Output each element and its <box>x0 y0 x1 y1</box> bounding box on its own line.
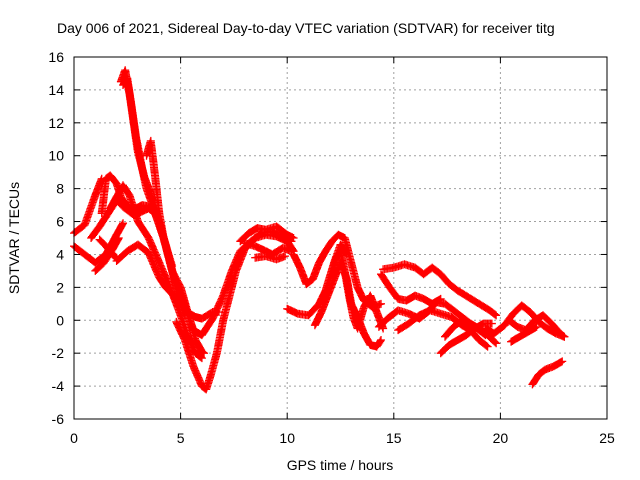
x-tick-label: 25 <box>599 430 615 446</box>
axes: 0 5 10 15 20 25 -6 -4 -2 0 2 4 6 8 10 12 14 16 <box>48 49 615 446</box>
series-track-j <box>112 240 177 298</box>
x-axis-label: GPS time / hours <box>287 457 394 473</box>
y-tick-label: 8 <box>56 181 64 197</box>
x-tick-label: 5 <box>177 430 185 446</box>
marker-trace <box>236 222 298 246</box>
x-tick-label: 10 <box>279 430 295 446</box>
y-tick-label: -2 <box>52 345 65 361</box>
y-tick-label: 14 <box>48 82 64 98</box>
series-track-t <box>325 247 388 333</box>
chart-title: Day 006 of 2021, Sidereal Day-to-day VTE… <box>57 20 555 36</box>
y-tick-label: -6 <box>52 411 65 427</box>
y-tick-label: 6 <box>56 214 64 230</box>
y-axis-label: SDTVAR / TECUs <box>6 182 22 294</box>
y-tick-label: 16 <box>48 49 64 65</box>
series-track-p <box>251 252 290 264</box>
x-tick-label: 15 <box>386 430 402 446</box>
y-tick-label: 4 <box>56 246 64 262</box>
y-tick-label: 10 <box>48 148 64 164</box>
plot-frame <box>73 56 608 420</box>
marker-trace <box>528 357 567 389</box>
marker-trace <box>112 240 177 298</box>
marker-trace <box>379 260 501 320</box>
marker-trace <box>95 235 121 262</box>
series-track-z <box>441 316 501 348</box>
data-markers <box>70 66 569 394</box>
x-tick-label: 20 <box>493 430 509 446</box>
y-tick-label: 2 <box>56 279 64 295</box>
series-track-ab <box>504 311 569 341</box>
series-track-ac <box>507 322 541 346</box>
marker-trace <box>441 316 501 348</box>
marker-trace <box>504 311 569 341</box>
marker-trace <box>251 252 290 264</box>
y-tick-label: 12 <box>48 115 64 131</box>
y-tick-label: 0 <box>56 312 64 328</box>
marker-trace <box>507 322 541 346</box>
series-track-v <box>379 260 501 320</box>
marker-trace <box>325 247 388 333</box>
x-tick-label: 0 <box>70 430 78 446</box>
series-track-ad <box>528 357 567 389</box>
series-track-n <box>236 222 298 246</box>
series-track-e <box>95 235 121 262</box>
y-tick-label: -4 <box>52 378 65 394</box>
